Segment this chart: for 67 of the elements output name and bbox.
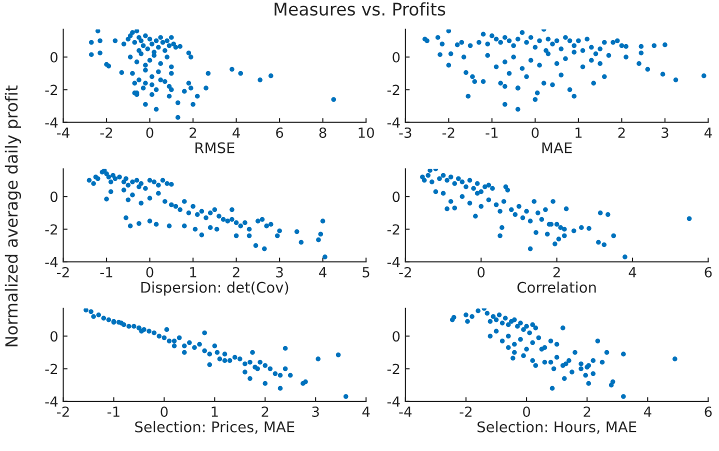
x-tick-label: 1 xyxy=(576,128,582,138)
x-tick-label: -4 xyxy=(399,406,412,417)
x-tick-label: 6 xyxy=(704,266,712,278)
x-tick-label: -2 xyxy=(57,406,69,417)
y-tick-label: -2 xyxy=(387,224,400,234)
x-tick-label: 10 xyxy=(358,127,374,138)
y-tick-label: -2 xyxy=(45,364,58,374)
x-tick-label: -2 xyxy=(57,266,69,278)
x-axis-title: Selection: Prices, MAE xyxy=(135,421,294,434)
x-tick-label: 1 xyxy=(190,267,196,278)
x-tick-label: 4 xyxy=(362,406,370,417)
x-tick-label: 5 xyxy=(362,267,370,278)
x-tick-label: 8 xyxy=(319,127,326,138)
x-tick-label: -2 xyxy=(100,127,112,138)
x-axis-title: Correlation xyxy=(517,282,596,293)
x-tick-label: -2 xyxy=(442,127,454,138)
x-tick-label: 0 xyxy=(478,266,485,278)
y-tick-label: 0 xyxy=(392,52,400,63)
y-tick-label: -2 xyxy=(45,84,58,95)
x-tick-label: 3 xyxy=(662,127,668,138)
y-tick-label: 0 xyxy=(50,192,58,202)
x-tick-label: 0 xyxy=(146,127,154,138)
x-tick-label: 6 xyxy=(276,127,284,138)
y-tick-label: -2 xyxy=(387,84,400,95)
x-tick-label: -3 xyxy=(399,127,412,138)
x-tick-label: 3 xyxy=(312,406,319,417)
y-tick-label: -4 xyxy=(45,396,58,407)
x-tick-label: 2 xyxy=(190,127,196,138)
x-tick-label: 2 xyxy=(553,266,560,278)
y-tick-label: -4 xyxy=(387,117,400,128)
x-tick-label: 4 xyxy=(644,406,652,417)
y-axis-title: Normalized average daily profit xyxy=(4,85,22,346)
x-tick-label: -1 xyxy=(486,128,498,138)
y-tick-label: -2 xyxy=(387,364,400,374)
x-tick-label: 2 xyxy=(262,406,268,417)
x-axis-title: MAE xyxy=(542,142,572,154)
y-tick-label: -4 xyxy=(387,396,400,407)
x-axis-title: Dispersion: det(Cov) xyxy=(141,282,288,296)
y-tick-label: -4 xyxy=(387,257,400,268)
x-tick-label: 4 xyxy=(704,128,712,138)
y-tick-label: 0 xyxy=(392,331,400,342)
x-tick-label: 2 xyxy=(232,266,240,278)
x-tick-label: -1 xyxy=(107,406,120,417)
y-tick-label: -4 xyxy=(45,117,58,128)
y-tick-label: 0 xyxy=(50,331,58,342)
chart-title: Measures vs. Profits xyxy=(274,2,446,16)
x-tick-label: 0 xyxy=(532,127,539,138)
x-tick-label: 6 xyxy=(704,406,712,417)
x-tick-label: -1 xyxy=(100,267,112,278)
x-tick-label: 2 xyxy=(618,127,625,138)
y-tick-label: 0 xyxy=(50,52,58,63)
y-tick-label: 0 xyxy=(392,192,400,202)
x-tick-label: -2 xyxy=(460,406,472,417)
x-tick-label: 1 xyxy=(212,406,218,417)
x-axis-title: RMSE xyxy=(196,142,234,154)
x-tick-label: 0 xyxy=(160,406,168,417)
x-tick-label: 0 xyxy=(523,406,530,417)
x-tick-label: 3 xyxy=(276,266,283,278)
y-tick-label: -2 xyxy=(45,224,58,234)
x-tick-label: 4 xyxy=(319,267,326,278)
x-tick-label: 2 xyxy=(584,406,590,417)
x-tick-label: 0 xyxy=(146,266,154,278)
x-tick-label: 4 xyxy=(628,267,636,278)
x-tick-label: -4 xyxy=(57,128,70,138)
x-tick-label: 4 xyxy=(232,128,240,138)
y-tick-label: -4 xyxy=(45,257,58,268)
x-axis-title: Selection: Hours, MAE xyxy=(478,421,636,434)
